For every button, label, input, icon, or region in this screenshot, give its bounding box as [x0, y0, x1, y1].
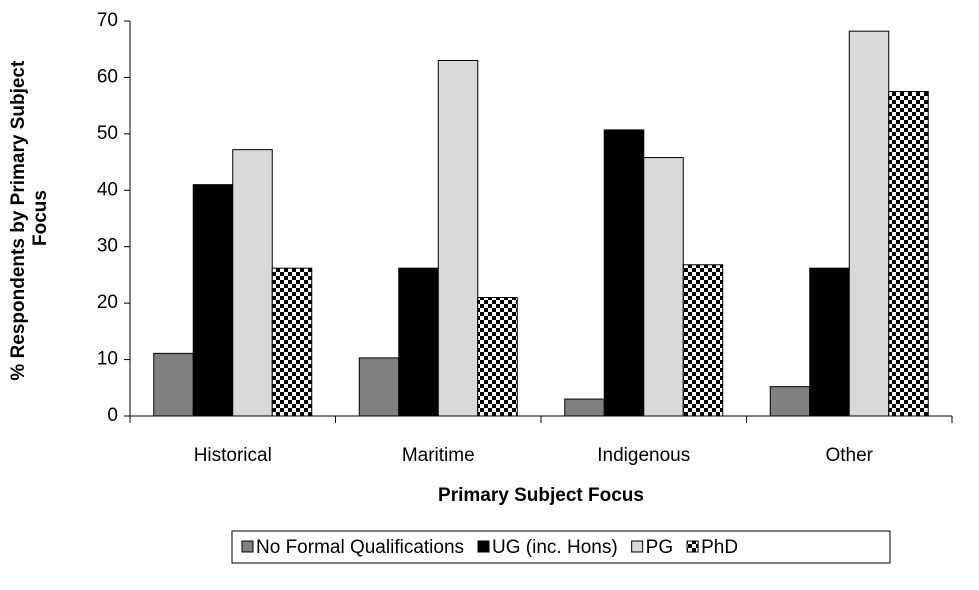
bar [232, 149, 273, 417]
legend-label: UG (inc. Hons) [492, 537, 618, 558]
x-tick-label: Indigenous [597, 445, 690, 466]
bar [564, 398, 605, 417]
bar [603, 129, 645, 417]
y-axis-title-line: Focus [30, 190, 51, 246]
bar [888, 91, 929, 417]
y-tick-label: 70 [97, 10, 118, 31]
legend-label: PG [646, 537, 673, 558]
legend-label: No Formal Qualifications [256, 537, 464, 558]
legend-swatch [241, 540, 254, 553]
y-tick-label: 30 [97, 236, 118, 257]
bar [437, 60, 479, 417]
legend-swatch [477, 540, 490, 553]
bar [769, 386, 811, 417]
bar [153, 352, 194, 417]
x-tick-label: Maritime [402, 445, 475, 466]
x-tick-label: Historical [194, 445, 272, 466]
legend-swatch [686, 540, 699, 553]
y-axis-title-line: % Respondents by Primary Subject [8, 60, 29, 381]
y-tick-label: 20 [97, 292, 118, 313]
legend-swatch [631, 540, 644, 553]
x-tick-label: Other [825, 445, 873, 466]
bar [358, 357, 400, 417]
legend-box [231, 530, 891, 564]
y-tick-label: 40 [97, 179, 118, 200]
bar [643, 157, 684, 417]
bar [192, 184, 234, 417]
y-tick-label: 50 [97, 123, 118, 144]
x-axis-title: Primary Subject Focus [438, 485, 644, 506]
bar [809, 267, 850, 417]
bar [477, 297, 518, 417]
y-tick-label: 0 [107, 405, 118, 426]
y-axis-title: % Respondents by Primary Subject Focus [8, 55, 51, 380]
bar [398, 267, 439, 417]
legend-label: PhD [701, 537, 738, 558]
bar [271, 267, 313, 417]
bar [848, 30, 890, 417]
y-tick-label: 10 [97, 349, 118, 370]
y-tick-label: 60 [97, 66, 118, 87]
bar [682, 264, 724, 417]
